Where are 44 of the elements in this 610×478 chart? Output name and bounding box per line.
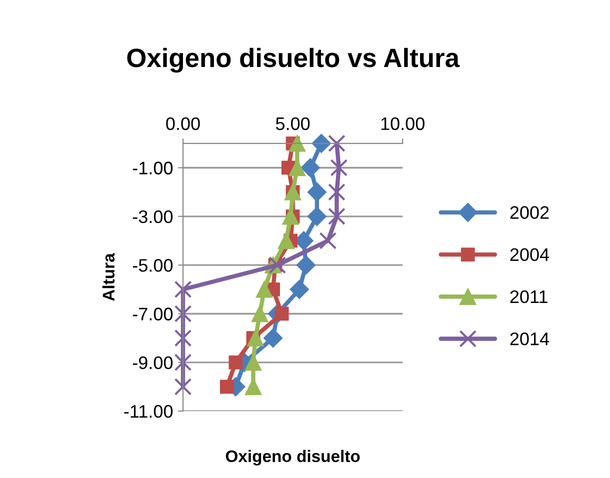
point xyxy=(274,306,289,321)
legend-label: 2002 xyxy=(510,206,549,219)
point xyxy=(256,281,273,298)
x-axis-title: Oxigeno disuelto xyxy=(226,450,360,466)
point xyxy=(174,305,192,322)
legend-label: 2011 xyxy=(510,290,548,304)
x-tick-label: 10.00 xyxy=(381,117,424,130)
point xyxy=(328,134,346,152)
x-tick-label: 0.00 xyxy=(166,117,200,130)
point xyxy=(174,280,192,298)
chart-title: Oxigeno disuelto vs Altura xyxy=(127,48,460,73)
point xyxy=(174,378,192,396)
y-axis-title: Altura xyxy=(102,253,115,301)
y-tick-label: -9.00 xyxy=(132,356,173,370)
point xyxy=(307,206,326,226)
y-tick-label: -11.00 xyxy=(124,405,173,418)
y-tick-label: -5.00 xyxy=(132,259,173,272)
point xyxy=(290,280,309,299)
y-tick-label: -3.00 xyxy=(132,210,173,224)
point xyxy=(296,256,316,275)
point xyxy=(252,305,268,322)
point xyxy=(278,232,295,250)
point xyxy=(312,134,331,153)
point xyxy=(288,135,306,152)
point xyxy=(328,208,346,226)
point xyxy=(228,355,243,370)
y-tick-label: -7.00 xyxy=(132,308,173,320)
point xyxy=(244,354,262,371)
point xyxy=(174,329,192,347)
point xyxy=(268,256,286,274)
legend-label: 2014 xyxy=(510,332,550,346)
y-tick-label: -1.00 xyxy=(132,162,173,174)
x-tick-label: 5.00 xyxy=(276,117,310,130)
point xyxy=(264,328,283,348)
point xyxy=(247,330,264,346)
point xyxy=(220,380,234,394)
legend-label: 2004 xyxy=(510,248,550,262)
point xyxy=(300,158,320,178)
point xyxy=(330,159,348,176)
point xyxy=(174,354,192,372)
point xyxy=(319,232,337,250)
point xyxy=(328,183,346,201)
point xyxy=(307,182,326,202)
point xyxy=(282,208,299,225)
